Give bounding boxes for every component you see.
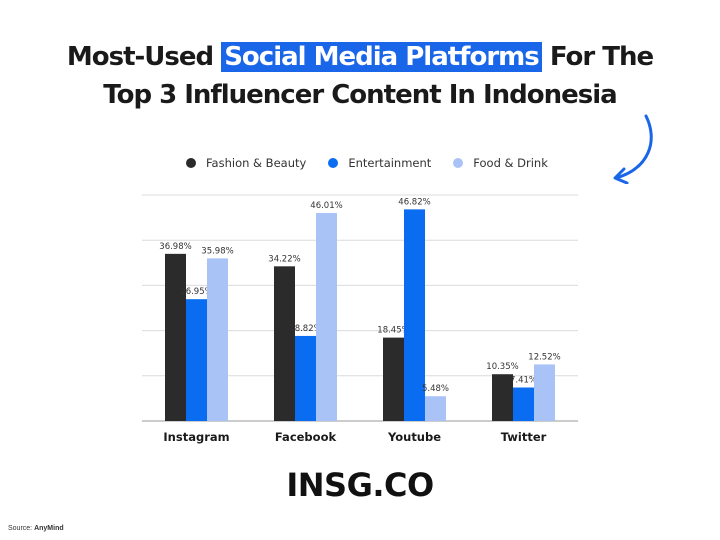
legend-label-food: Food & Drink [473, 156, 548, 170]
legend-label-entertainment: Entertainment [348, 156, 432, 170]
legend-swatch-fashion [186, 158, 196, 168]
legend-item-food: Food & Drink [453, 156, 548, 170]
source-credit: Source: AnyMind [8, 525, 64, 532]
x-tick-label: Youtube [387, 430, 441, 444]
legend-swatch-food [453, 158, 464, 168]
x-tick-label: Instagram [163, 430, 229, 444]
legend-label-fashion: Fashion & Beauty [206, 156, 307, 170]
bar [534, 364, 555, 421]
data-label: 5.48% [422, 384, 449, 394]
title-line-2: Top 3 Influencer Content In Indonesia [103, 80, 617, 110]
data-label: 18.82% [289, 324, 321, 334]
bar [492, 374, 513, 421]
title-part-1: Most-Used [66, 42, 214, 72]
title-highlight: Social Media Platforms [221, 42, 542, 72]
title-line-1: Most-Used Social Media Platforms For The [0, 38, 720, 76]
data-label: 18.45% [377, 326, 409, 336]
brand-logo: INSG.CO [286, 466, 434, 504]
bar [404, 209, 425, 421]
data-label: 46.01% [310, 201, 342, 211]
data-label: 26.95% [180, 287, 212, 297]
bar [207, 258, 228, 421]
source-label: Source: [8, 525, 33, 532]
data-label: 36.98% [159, 242, 191, 252]
legend-swatch-entertainment [328, 158, 339, 168]
bar [383, 337, 404, 421]
data-label: 12.52% [528, 352, 560, 362]
bar [316, 213, 337, 421]
legend-item-entertainment: Entertainment [328, 156, 431, 170]
data-label: 7.41% [510, 376, 537, 386]
data-label: 35.98% [201, 246, 233, 256]
bar [165, 253, 186, 421]
source-value: AnyMind [34, 525, 64, 532]
page-title: Most-Used Social Media Platforms For The… [0, 38, 720, 114]
bar [274, 266, 295, 421]
title-part-2: For The [549, 42, 654, 72]
data-label: 46.82% [398, 197, 430, 207]
curved-arrow-icon [613, 114, 653, 184]
bar [295, 335, 316, 421]
x-tick-label: Facebook [275, 430, 337, 444]
legend-item-fashion: Fashion & Beauty [186, 156, 306, 170]
bar [425, 396, 446, 421]
bar [513, 387, 534, 421]
chart-legend: Fashion & Beauty Entertainment Food & Dr… [186, 156, 570, 170]
x-tick-label: Twitter [501, 430, 547, 444]
data-label: 34.22% [268, 254, 300, 264]
data-label: 10.35% [486, 362, 518, 372]
bar [186, 299, 207, 421]
